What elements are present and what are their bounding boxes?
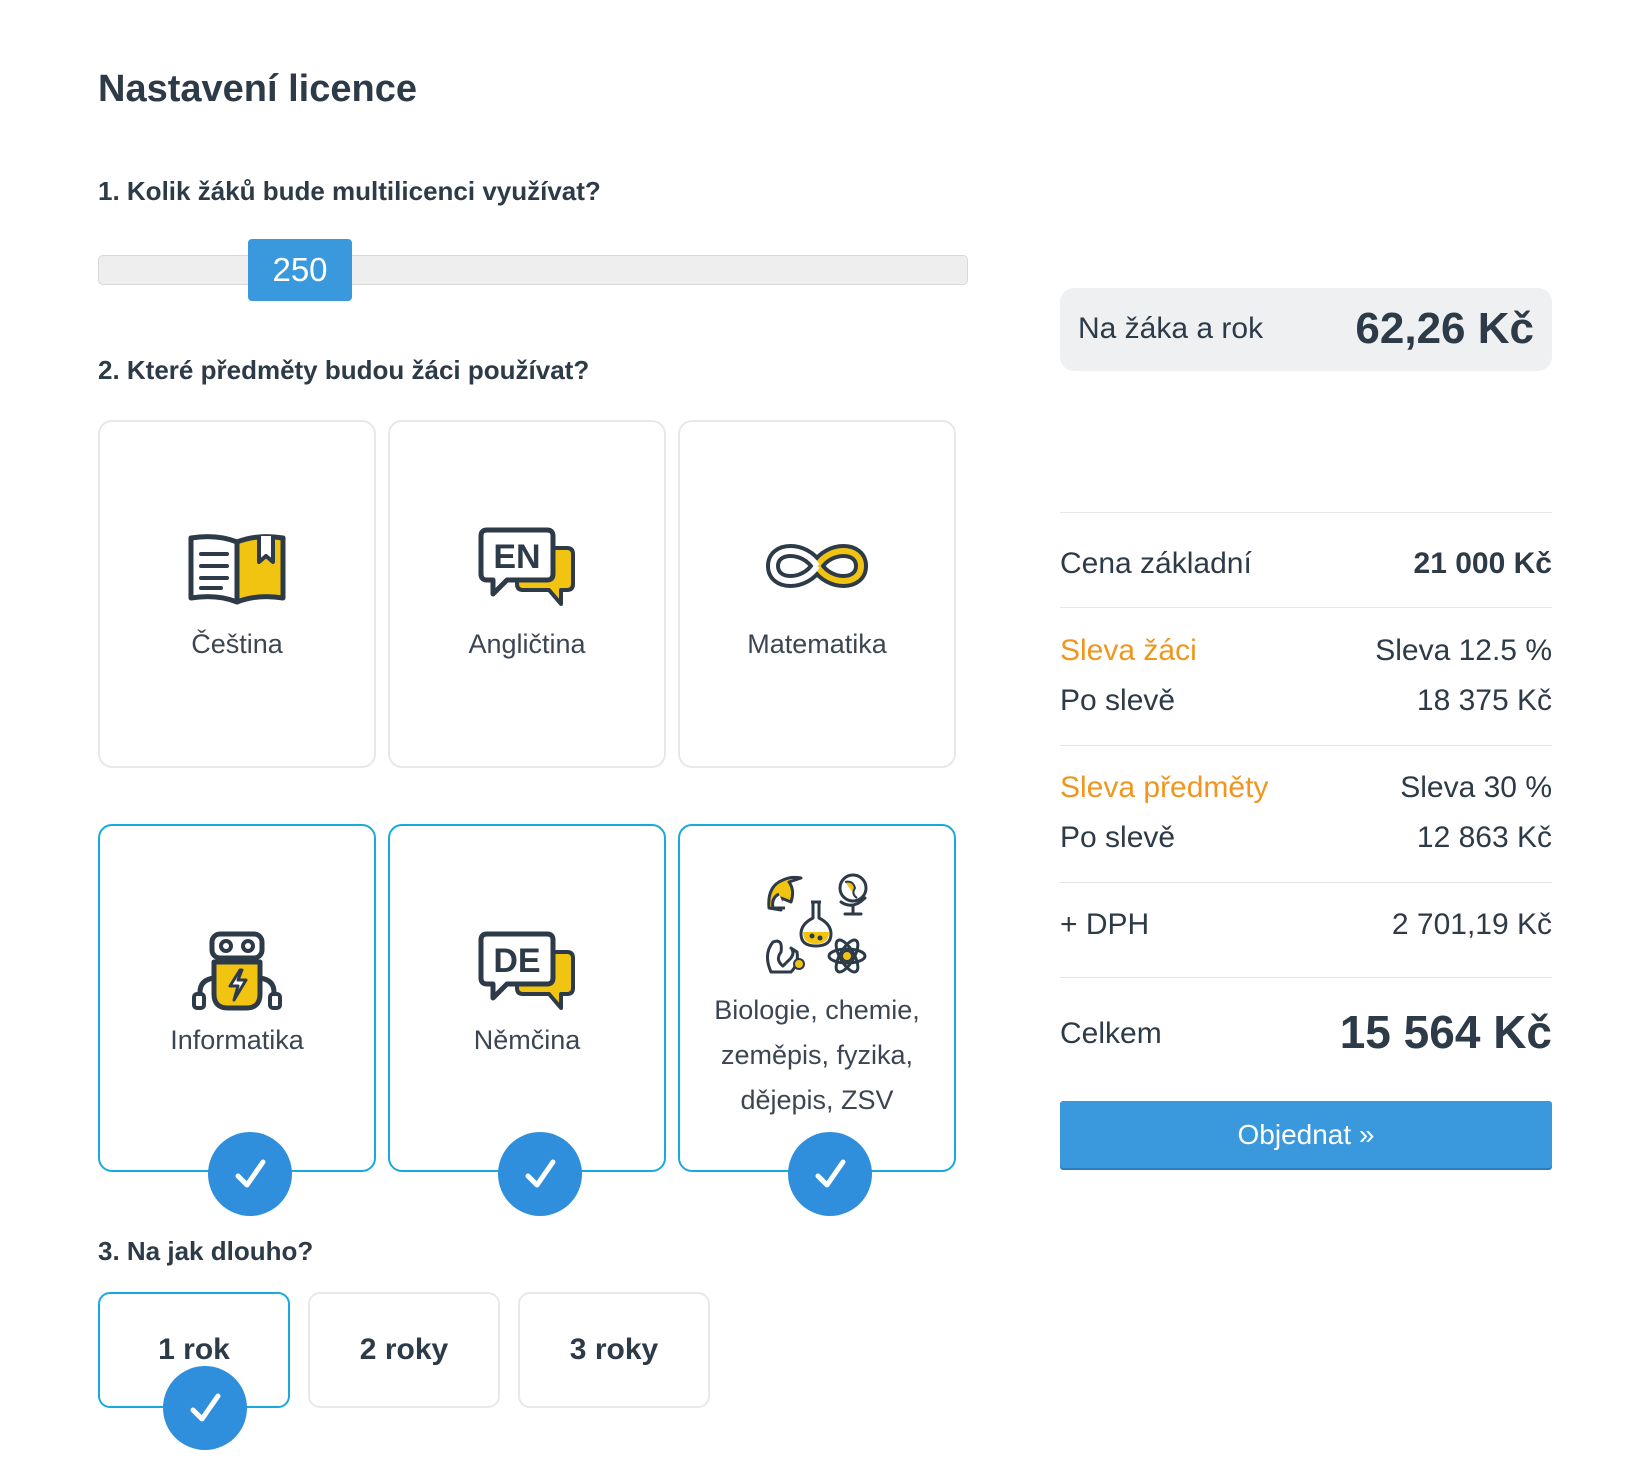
after-subject-discount-label: Po slevě bbox=[1060, 821, 1176, 854]
infinity-icon bbox=[680, 538, 954, 594]
vat-label: + DPH bbox=[1060, 908, 1150, 941]
subject-card-science[interactable]: Biologie, chemie, zeměpis, fyzika, dějep… bbox=[678, 824, 956, 1172]
divider bbox=[1060, 977, 1552, 978]
book-icon bbox=[100, 532, 374, 608]
subject-card-cestina[interactable]: Čeština bbox=[98, 420, 376, 768]
subject-discount-value: Sleva 30 % bbox=[1400, 771, 1552, 804]
total-value: 15 564 Kč bbox=[1339, 1006, 1552, 1058]
base-price-label: Cena základní bbox=[1060, 547, 1252, 580]
price-per-student-label: Na žáka a rok bbox=[1078, 312, 1264, 345]
english-speech-icon: EN bbox=[390, 526, 664, 608]
duration-option-3-years[interactable]: 3 roky bbox=[518, 1292, 710, 1408]
svg-text:DE: DE bbox=[493, 942, 540, 980]
checkmark-icon bbox=[498, 1132, 582, 1216]
subject-card-anglictina[interactable]: EN Angličtina bbox=[388, 420, 666, 768]
total-label: Celkem bbox=[1060, 1017, 1162, 1050]
subject-label: Informatika bbox=[170, 1025, 304, 1055]
page-title: Nastavení licence bbox=[98, 68, 417, 110]
student-discount-label: Sleva žáci bbox=[1060, 634, 1197, 667]
price-per-student-box: Na žáka a rok 62,26 Kč bbox=[1060, 288, 1552, 371]
duration-option-2-years[interactable]: 2 roky bbox=[308, 1292, 500, 1408]
subject-card-nemcina[interactable]: DE Němčina bbox=[388, 824, 666, 1172]
german-speech-icon: DE bbox=[390, 930, 664, 1012]
subject-label: Čeština bbox=[191, 629, 283, 659]
question-students: 1. Kolik žáků bude multilicenci využívat… bbox=[98, 176, 601, 206]
subject-card-informatika[interactable]: Informatika bbox=[98, 824, 376, 1172]
after-student-discount-value: 18 375 Kč bbox=[1416, 684, 1552, 717]
question-duration: 3. Na jak dlouho? bbox=[98, 1236, 314, 1266]
after-student-discount-label: Po slevě bbox=[1060, 684, 1176, 717]
price-per-student-value: 62,26 Kč bbox=[1355, 304, 1534, 353]
subject-label: Biologie, chemie, zeměpis, fyzika, dějep… bbox=[714, 995, 920, 1115]
robot-icon bbox=[100, 930, 374, 1014]
subject-label: Němčina bbox=[473, 1025, 581, 1055]
divider bbox=[1060, 512, 1552, 513]
students-slider-track[interactable] bbox=[98, 255, 968, 285]
order-button[interactable]: Objednat » bbox=[1060, 1101, 1552, 1168]
subject-discount-label: Sleva předměty bbox=[1060, 771, 1269, 804]
checkmark-icon bbox=[163, 1366, 247, 1450]
divider bbox=[1060, 607, 1552, 608]
subject-label: Angličtina bbox=[468, 629, 586, 659]
science-icons bbox=[680, 868, 954, 976]
question-subjects: 2. Které předměty budou žáci používat? bbox=[98, 355, 590, 385]
after-subject-discount-value: 12 863 Kč bbox=[1416, 821, 1552, 854]
subject-label: Matematika bbox=[747, 629, 887, 659]
students-slider-handle[interactable]: 250 bbox=[248, 239, 352, 301]
divider bbox=[1060, 745, 1552, 746]
svg-text:EN: EN bbox=[493, 538, 540, 576]
subject-card-matematika[interactable]: Matematika bbox=[678, 420, 956, 768]
student-discount-value: Sleva 12.5 % bbox=[1375, 634, 1552, 667]
checkmark-icon bbox=[788, 1132, 872, 1216]
checkmark-icon bbox=[208, 1132, 292, 1216]
divider bbox=[1060, 882, 1552, 883]
vat-value: 2 701,19 Kč bbox=[1391, 908, 1552, 941]
base-price-value: 21 000 Kč bbox=[1413, 547, 1552, 580]
